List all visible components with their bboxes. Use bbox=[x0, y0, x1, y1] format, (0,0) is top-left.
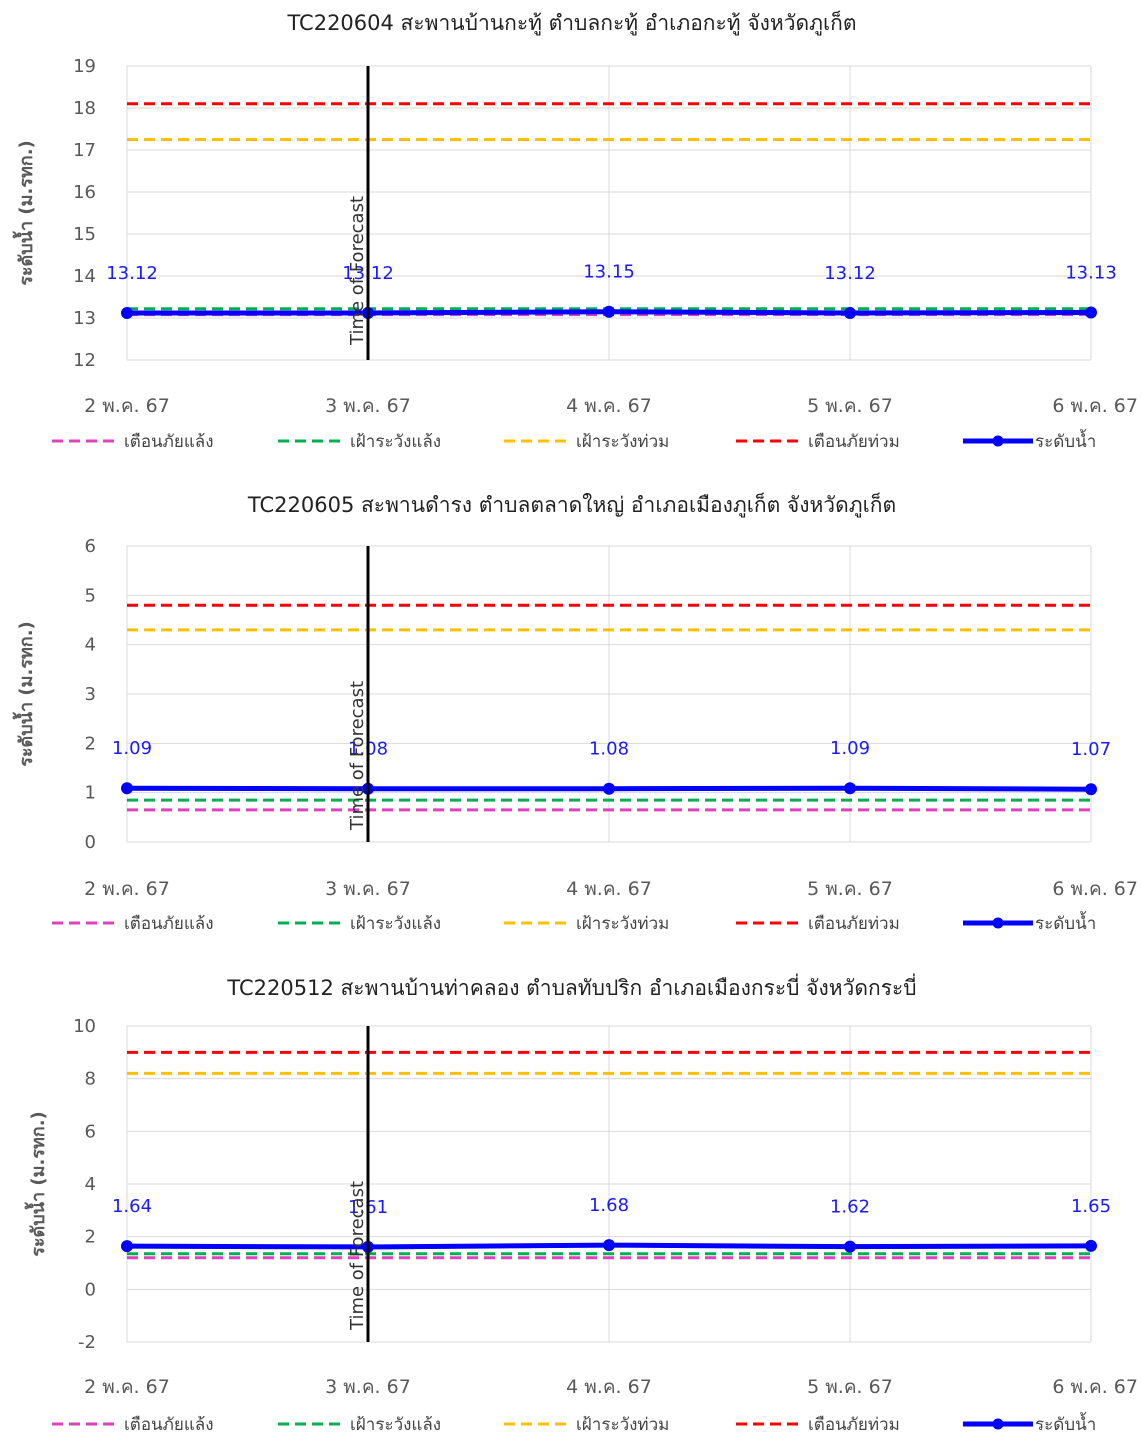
y-tick-label: 10 bbox=[73, 1016, 96, 1037]
water-level-point bbox=[1085, 783, 1097, 796]
water-level-point bbox=[121, 1240, 133, 1253]
x-tick-label: 6 พ.ค. 67 bbox=[1052, 1376, 1138, 1398]
y-tick-label: 8 bbox=[85, 1069, 96, 1090]
legend-marker bbox=[992, 1418, 1004, 1430]
water-level-point bbox=[121, 782, 133, 795]
data-label: 1.68 bbox=[589, 1195, 629, 1216]
legend-label: เตือนภัยท่วม bbox=[808, 432, 900, 452]
legend-label: เตือนภัยแล้ง bbox=[124, 1415, 214, 1435]
legend-label: เตือนภัยท่วม bbox=[808, 914, 900, 934]
chart-title: TC220604 สะพานบ้านกะทู้ ตำบลกะทู้ อำเภอก… bbox=[286, 9, 856, 36]
y-tick-label: 15 bbox=[73, 224, 96, 245]
data-label: 1.65 bbox=[1071, 1196, 1111, 1217]
y-tick-label: 0 bbox=[85, 832, 96, 853]
x-tick-label: 3 พ.ค. 67 bbox=[325, 395, 411, 417]
data-label: 13.12 bbox=[106, 263, 158, 284]
y-tick-label: 14 bbox=[73, 266, 96, 287]
legend-label: เตือนภัยแล้ง bbox=[124, 432, 214, 452]
y-tick-label: 0 bbox=[85, 1279, 96, 1300]
legend-label: เฝ้าระวังท่วม bbox=[576, 914, 669, 934]
y-axis-label: ระดับน้ำ (ม.รทก.) bbox=[12, 621, 37, 767]
water-level-point bbox=[844, 1240, 856, 1253]
x-tick-label: 2 พ.ค. 67 bbox=[84, 1376, 170, 1398]
x-tick-label: 3 พ.ค. 67 bbox=[325, 878, 411, 900]
y-tick-label: 19 bbox=[73, 56, 96, 77]
chart-panel-3: TC220512 สะพานบ้านท่าคลอง ตำบลทับปริก อำ… bbox=[24, 973, 1138, 1435]
y-tick-label: 2 bbox=[85, 733, 96, 754]
x-tick-label: 5 พ.ค. 67 bbox=[807, 395, 893, 417]
x-tick-label: 5 พ.ค. 67 bbox=[807, 1376, 893, 1398]
legend-label: เฝ้าระวังท่วม bbox=[576, 432, 669, 452]
chart-panel-2: TC220605 สะพานดำรง ตำบลตลาดใหญ่ อำเภอเมื… bbox=[12, 491, 1138, 934]
chart-panel-1: TC220604 สะพานบ้านกะทู้ ตำบลกะทู้ อำเภอก… bbox=[12, 9, 1138, 452]
y-tick-label: 5 bbox=[85, 585, 96, 606]
data-label: 1.09 bbox=[830, 738, 870, 759]
legend-label: เฝ้าระวังแล้ง bbox=[350, 914, 441, 934]
x-tick-label: 4 พ.ค. 67 bbox=[566, 878, 652, 900]
chart-title: TC220512 สะพานบ้านท่าคลอง ตำบลทับปริก อำ… bbox=[226, 973, 916, 1000]
x-tick-label: 5 พ.ค. 67 bbox=[807, 878, 893, 900]
water-level-point bbox=[121, 306, 133, 319]
water-level-point bbox=[603, 782, 615, 795]
data-label: 13.13 bbox=[1065, 263, 1117, 284]
y-tick-label: 3 bbox=[85, 684, 96, 705]
water-level-point bbox=[844, 782, 856, 795]
x-tick-label: 6 พ.ค. 67 bbox=[1052, 395, 1138, 417]
legend-label: เตือนภัยท่วม bbox=[808, 1415, 900, 1435]
y-tick-label: 18 bbox=[73, 98, 96, 119]
data-label: 1.09 bbox=[112, 738, 152, 759]
y-tick-label: -2 bbox=[78, 1332, 96, 1353]
chart-title: TC220605 สะพานดำรง ตำบลตลาดใหญ่ อำเภอเมื… bbox=[247, 491, 896, 518]
y-tick-label: 2 bbox=[85, 1227, 96, 1248]
legend-label: เตือนภัยแล้ง bbox=[124, 914, 214, 934]
x-tick-label: 2 พ.ค. 67 bbox=[84, 878, 170, 900]
water-level-point bbox=[1085, 1239, 1097, 1252]
data-label: 1.08 bbox=[589, 739, 629, 760]
y-axis-label: ระดับน้ำ (ม.รทก.) bbox=[24, 1111, 49, 1257]
data-label: 13.15 bbox=[583, 262, 635, 283]
y-tick-label: 4 bbox=[85, 1174, 96, 1195]
legend-label: ระดับน้ำ bbox=[1035, 1412, 1096, 1435]
data-label: 13.12 bbox=[824, 263, 876, 284]
legend-label: ระดับน้ำ bbox=[1035, 429, 1096, 452]
y-axis-label: ระดับน้ำ (ม.รทก.) bbox=[12, 140, 37, 286]
y-tick-label: 6 bbox=[85, 536, 96, 557]
x-tick-label: 6 พ.ค. 67 bbox=[1052, 878, 1138, 900]
y-tick-label: 16 bbox=[73, 182, 96, 203]
water-level-point bbox=[603, 1239, 615, 1252]
legend-label: เฝ้าระวังแล้ง bbox=[350, 432, 441, 452]
forecast-label: Time of Forecast bbox=[347, 681, 368, 831]
y-tick-label: 4 bbox=[85, 635, 96, 656]
x-tick-label: 2 พ.ค. 67 bbox=[84, 395, 170, 417]
x-tick-label: 4 พ.ค. 67 bbox=[566, 395, 652, 417]
water-level-point bbox=[844, 306, 856, 319]
data-label: 1.07 bbox=[1071, 739, 1111, 760]
y-tick-label: 13 bbox=[73, 308, 96, 329]
y-tick-label: 12 bbox=[73, 350, 96, 371]
legend-marker bbox=[992, 435, 1004, 447]
x-tick-label: 4 พ.ค. 67 bbox=[566, 1376, 652, 1398]
data-label: 1.62 bbox=[830, 1197, 870, 1218]
legend-marker bbox=[992, 917, 1004, 929]
y-tick-label: 17 bbox=[73, 140, 96, 161]
water-level-point bbox=[1085, 306, 1097, 319]
legend-label: เฝ้าระวังท่วม bbox=[576, 1415, 669, 1435]
y-tick-label: 1 bbox=[85, 783, 96, 804]
legend-label: เฝ้าระวังแล้ง bbox=[350, 1415, 441, 1435]
legend-label: ระดับน้ำ bbox=[1035, 911, 1096, 934]
forecast-label: Time of Forecast bbox=[347, 1181, 368, 1331]
water-level-point bbox=[603, 305, 615, 318]
forecast-label: Time of Forecast bbox=[347, 196, 368, 346]
data-label: 1.64 bbox=[112, 1196, 152, 1217]
x-tick-label: 3 พ.ค. 67 bbox=[325, 1376, 411, 1398]
y-tick-label: 6 bbox=[85, 1121, 96, 1142]
